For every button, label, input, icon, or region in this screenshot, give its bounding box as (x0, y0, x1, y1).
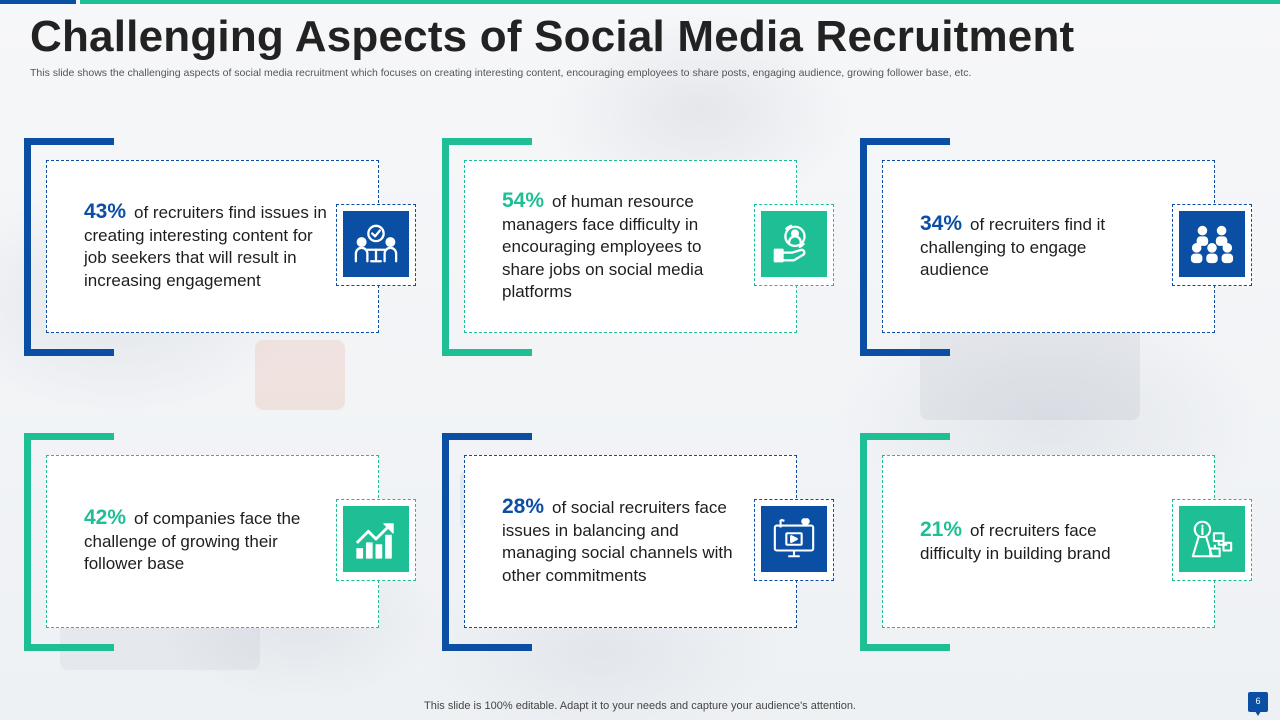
card-bracket (24, 433, 114, 651)
card-box (882, 455, 1215, 628)
card-percent: 42% (84, 506, 127, 529)
card-text: 21% of recruiters face difficulty in buil… (920, 518, 1150, 565)
card-bracket (860, 433, 950, 651)
card-percent: 43% (84, 200, 127, 223)
card-bracket (442, 138, 532, 356)
icon-frame (336, 204, 416, 286)
card-text: 34% of recruiters find it challenging to … (920, 212, 1130, 282)
card-text: 54% of human resource managers face diffi… (502, 189, 734, 304)
growth-chart-icon (343, 506, 409, 572)
card-box (46, 455, 379, 628)
icon-frame (1172, 204, 1252, 286)
card-percent: 21% (920, 518, 963, 541)
card-text: 28% of social recruiters face issues in b… (502, 495, 752, 587)
page-number-badge: 6 (1248, 692, 1268, 716)
card-bracket (442, 433, 532, 651)
brand-strategy-icon (1179, 506, 1245, 572)
card-box (882, 160, 1215, 333)
audience-group-icon (1179, 211, 1245, 277)
stat-card-1: 43% of recruiters find issues in creating… (24, 138, 416, 356)
page-subtitle: This slide shows the challenging aspects… (30, 67, 972, 79)
icon-frame (336, 499, 416, 581)
team-meeting-icon (343, 211, 409, 277)
card-description: of companies face the challenge of growi… (84, 509, 301, 573)
card-description: of social recruiters face issues in bala… (502, 498, 733, 585)
stat-card-6: 21% of recruiters face difficulty in buil… (860, 433, 1252, 651)
stat-card-3: 34% of recruiters find it challenging to … (860, 138, 1252, 356)
card-box (464, 160, 797, 333)
stat-card-2: 54% of human resource managers face diffi… (442, 138, 834, 356)
card-percent: 28% (502, 495, 545, 518)
icon-frame (754, 204, 834, 286)
card-description: of recruiters find it challenging to eng… (920, 215, 1106, 279)
card-text: 42% of companies face the challenge of gr… (84, 506, 329, 576)
card-bracket (24, 138, 114, 356)
social-media-screen-icon (761, 506, 827, 572)
hand-share-icon (761, 211, 827, 277)
icon-frame (1172, 499, 1252, 581)
card-box (46, 160, 379, 333)
card-percent: 54% (502, 189, 545, 212)
stat-card-4: 42% of companies face the challenge of gr… (24, 433, 416, 651)
card-box (464, 455, 797, 628)
card-description: of human resource managers face difficul… (502, 192, 704, 301)
card-bracket (860, 138, 950, 356)
page-title: Challenging Aspects of Social Media Recr… (30, 12, 1075, 61)
card-description: of recruiters face difficulty in buildin… (920, 521, 1111, 563)
footer-note: This slide is 100% editable. Adapt it to… (424, 700, 856, 712)
card-description: of recruiters find issues in creating in… (84, 203, 327, 290)
stat-card-5: 28% of social recruiters face issues in b… (442, 433, 834, 651)
card-percent: 34% (920, 212, 963, 235)
card-text: 43% of recruiters find issues in creating… (84, 200, 334, 292)
top-accent-bar-teal (80, 0, 1280, 4)
icon-frame (754, 499, 834, 581)
top-accent-bar-blue (0, 0, 76, 4)
